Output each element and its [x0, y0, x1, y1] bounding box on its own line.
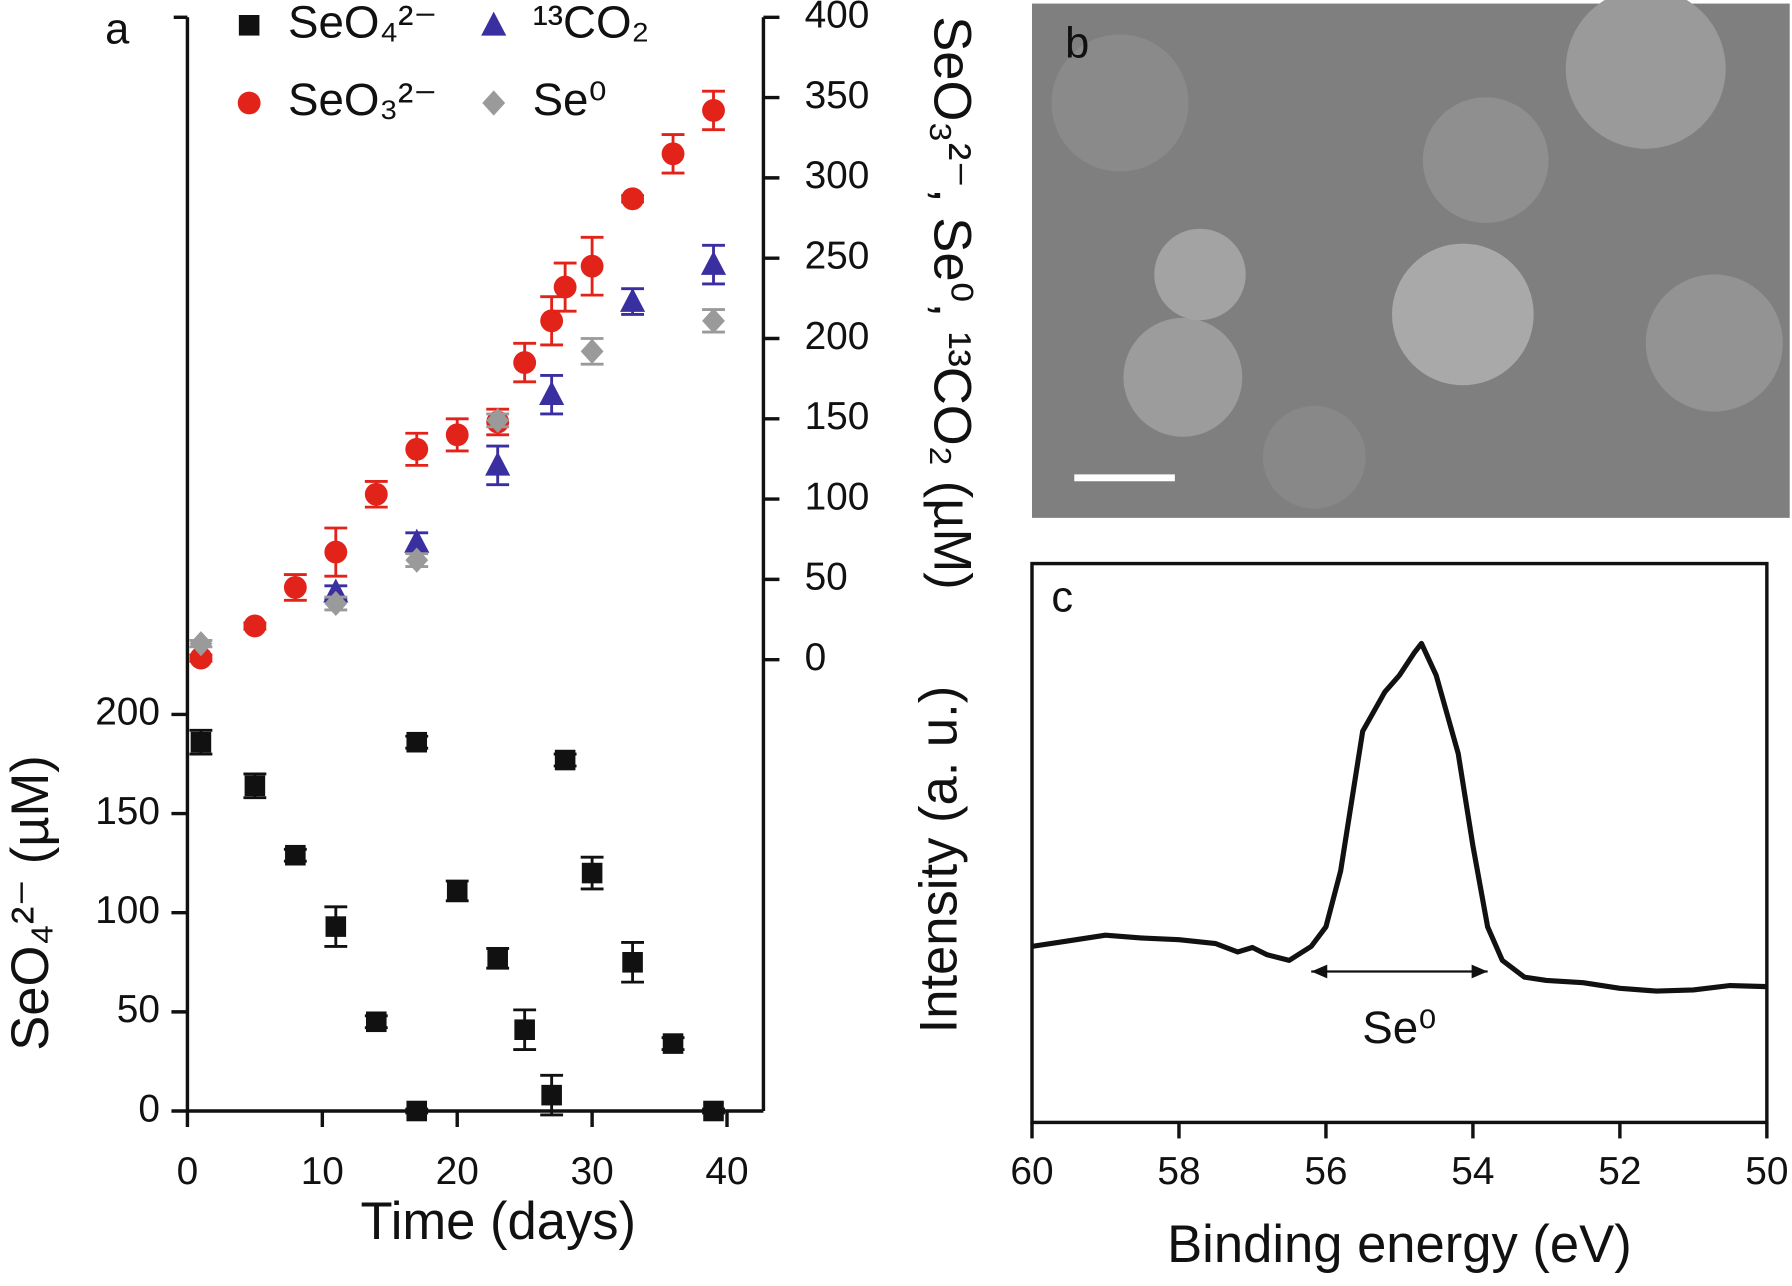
marker — [244, 775, 266, 797]
marker — [621, 187, 645, 211]
sem-particle — [1392, 243, 1534, 386]
marker — [405, 437, 429, 461]
y-tick-label: 200 — [95, 691, 160, 734]
y2-tick-label: 100 — [805, 475, 870, 518]
legend-marker — [482, 90, 506, 116]
marker — [580, 338, 604, 364]
marker — [486, 407, 510, 433]
legend-label: SeO₃²⁻ — [288, 74, 437, 125]
y-axis-title: SeO₄²⁻ (µM) — [1, 755, 60, 1051]
marker — [661, 142, 685, 166]
x-tick-label: 58 — [1157, 1150, 1200, 1193]
marker — [190, 731, 212, 753]
marker — [243, 614, 267, 638]
marker — [703, 1100, 724, 1122]
marker — [485, 451, 511, 476]
marker — [445, 423, 469, 447]
sem-particle — [1123, 317, 1243, 437]
marker — [620, 287, 646, 312]
marker — [406, 1100, 428, 1122]
legend-marker — [237, 91, 261, 115]
y2-tick-label: 250 — [805, 234, 870, 277]
y2-tick-label: 150 — [805, 395, 870, 438]
x-tick-label: 56 — [1304, 1150, 1347, 1193]
y2-tick-label: 350 — [805, 74, 870, 117]
panel-label: b — [1065, 19, 1089, 67]
y2-tick-label: 50 — [805, 556, 848, 599]
x-tick-label: 52 — [1598, 1150, 1641, 1193]
legend-marker — [481, 11, 507, 36]
x-tick-label: 10 — [301, 1150, 344, 1193]
sem-particle — [1645, 274, 1783, 412]
sem-particle — [1051, 34, 1189, 172]
marker — [581, 862, 603, 884]
plot-frame — [1030, 561, 1769, 1125]
marker — [405, 547, 429, 573]
arrow-head — [1311, 964, 1328, 979]
marker — [540, 309, 564, 333]
legend-label: ¹³CO₂ — [533, 0, 650, 47]
marker — [406, 731, 428, 753]
sem-particle — [1565, 0, 1726, 149]
marker — [189, 646, 213, 670]
y-tick-label: 150 — [95, 790, 160, 833]
legend-label: Se⁰ — [533, 74, 607, 125]
y-tick-label: 0 — [138, 1087, 160, 1130]
sem-particle — [1154, 228, 1246, 321]
y2-tick-label: 0 — [805, 636, 827, 679]
x-tick-label: 20 — [436, 1150, 479, 1193]
marker — [553, 275, 577, 299]
marker — [702, 99, 725, 122]
marker — [285, 844, 306, 866]
marker — [283, 576, 307, 599]
y-axis-title: Intensity (a. u.) — [910, 686, 969, 1034]
marker — [700, 250, 727, 275]
spectrum-line — [1031, 640, 1767, 994]
marker — [404, 528, 430, 553]
y2-tick-label: 300 — [805, 154, 870, 197]
marker — [541, 1084, 562, 1106]
x-tick-label: 54 — [1451, 1150, 1494, 1193]
marker — [487, 948, 508, 969]
y2-tick-label: 400 — [805, 0, 870, 37]
legend-label: SeO₄²⁻ — [288, 0, 437, 47]
x-tick-label: 50 — [1745, 1150, 1788, 1193]
marker — [702, 308, 725, 334]
y2-axis-title: SeO₃²⁻, Se⁰, ¹³CO₂ (µM) — [923, 16, 982, 590]
x-axis-title: Time (days) — [361, 1192, 636, 1251]
sem-image: b — [1032, 0, 1790, 518]
marker — [325, 916, 347, 937]
marker — [364, 482, 388, 506]
marker — [514, 1019, 535, 1040]
panel-label: c — [1051, 574, 1073, 622]
marker — [324, 540, 348, 564]
marker — [554, 749, 576, 771]
y-tick-label: 50 — [117, 988, 160, 1031]
y2-tick-label: 200 — [805, 315, 870, 358]
y-tick-label: 100 — [95, 889, 160, 932]
x-axis-title: Binding energy (eV) — [1167, 1215, 1632, 1274]
x-tick-label: 40 — [705, 1150, 748, 1193]
marker — [446, 880, 468, 902]
marker — [662, 1033, 684, 1054]
sem-particle — [1262, 405, 1366, 509]
x-tick-label: 30 — [571, 1150, 614, 1193]
marker — [189, 631, 213, 657]
x-tick-label: 0 — [177, 1150, 199, 1193]
annotation-label: Se⁰ — [1362, 1002, 1436, 1053]
marker — [622, 952, 643, 973]
marker — [365, 1011, 387, 1033]
arrow-head — [1471, 964, 1488, 979]
marker — [580, 254, 604, 278]
x-tick-label: 60 — [1010, 1150, 1053, 1193]
marker — [513, 351, 537, 375]
sem-particle — [1422, 97, 1549, 223]
panel-label: a — [105, 6, 130, 54]
marker — [539, 380, 565, 405]
legend-marker — [238, 15, 260, 36]
